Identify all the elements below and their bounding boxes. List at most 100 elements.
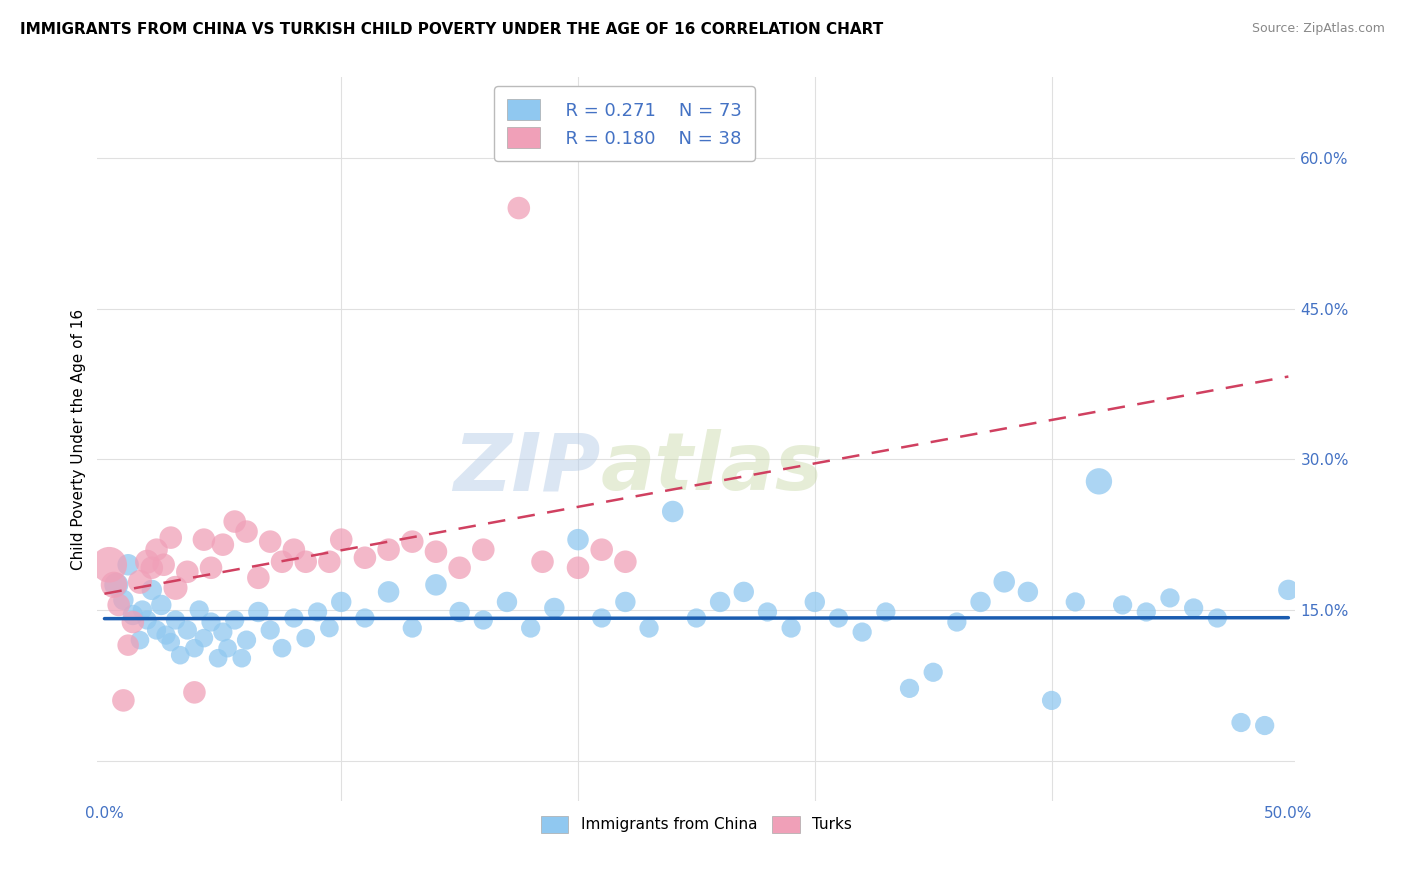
Point <box>519 621 541 635</box>
Text: atlas: atlas <box>600 429 824 507</box>
Point <box>1253 718 1275 732</box>
Point <box>200 561 222 575</box>
Point <box>1040 693 1063 707</box>
Point <box>231 651 253 665</box>
Point <box>117 558 139 572</box>
Point <box>211 538 233 552</box>
Point <box>614 595 637 609</box>
Point <box>141 561 163 575</box>
Point <box>354 550 377 565</box>
Point <box>211 625 233 640</box>
Point <box>496 595 519 609</box>
Point <box>591 542 613 557</box>
Point <box>155 628 177 642</box>
Point <box>224 613 246 627</box>
Point <box>247 571 270 585</box>
Point <box>193 631 215 645</box>
Point <box>112 693 135 707</box>
Point <box>283 611 305 625</box>
Point <box>141 582 163 597</box>
Point <box>449 561 471 575</box>
Point <box>122 607 145 622</box>
Text: Source: ZipAtlas.com: Source: ZipAtlas.com <box>1251 22 1385 36</box>
Point <box>271 555 294 569</box>
Point <box>193 533 215 547</box>
Point <box>472 542 495 557</box>
Point <box>638 621 661 635</box>
Point <box>112 593 135 607</box>
Point <box>307 605 329 619</box>
Point <box>318 621 340 635</box>
Point <box>851 625 873 640</box>
Point <box>235 633 257 648</box>
Point <box>176 565 198 579</box>
Point <box>1159 591 1181 605</box>
Point <box>709 595 731 609</box>
Point <box>152 558 174 572</box>
Point <box>827 611 849 625</box>
Text: IMMIGRANTS FROM CHINA VS TURKISH CHILD POVERTY UNDER THE AGE OF 16 CORRELATION C: IMMIGRANTS FROM CHINA VS TURKISH CHILD P… <box>20 22 883 37</box>
Point <box>1277 582 1299 597</box>
Point <box>188 603 211 617</box>
Point <box>449 605 471 619</box>
Point <box>294 555 316 569</box>
Point <box>200 615 222 629</box>
Point <box>145 623 167 637</box>
Point <box>103 578 125 592</box>
Point <box>377 542 399 557</box>
Point <box>377 585 399 599</box>
Point <box>1088 475 1111 489</box>
Point <box>685 611 707 625</box>
Point <box>354 611 377 625</box>
Point <box>969 595 991 609</box>
Point <box>1017 585 1039 599</box>
Point <box>294 631 316 645</box>
Point <box>159 531 181 545</box>
Point <box>122 615 145 629</box>
Point <box>780 621 803 635</box>
Point <box>165 581 187 595</box>
Point <box>150 598 173 612</box>
Point <box>756 605 779 619</box>
Point <box>165 613 187 627</box>
Point <box>271 641 294 656</box>
Point <box>183 685 205 699</box>
Point <box>472 613 495 627</box>
Point <box>425 544 447 558</box>
Point <box>661 504 683 518</box>
Point <box>129 633 152 648</box>
Point <box>993 574 1015 589</box>
Point <box>567 561 589 575</box>
Point <box>136 555 159 569</box>
Point <box>614 555 637 569</box>
Point <box>117 638 139 652</box>
Point <box>247 605 270 619</box>
Point <box>1206 611 1229 625</box>
Point <box>129 574 152 589</box>
Point <box>235 524 257 539</box>
Point <box>145 542 167 557</box>
Point <box>425 578 447 592</box>
Point <box>330 595 353 609</box>
Point <box>259 534 281 549</box>
Point <box>183 641 205 656</box>
Point <box>107 598 129 612</box>
Point <box>1182 601 1205 615</box>
Point <box>401 534 423 549</box>
Point <box>898 681 921 696</box>
Point <box>169 648 191 663</box>
Point <box>922 665 945 680</box>
Point <box>224 515 246 529</box>
Point <box>330 533 353 547</box>
Point <box>875 605 897 619</box>
Point <box>159 635 181 649</box>
Point <box>508 201 530 215</box>
Point <box>283 542 305 557</box>
Point <box>217 641 239 656</box>
Text: ZIP: ZIP <box>453 429 600 507</box>
Point <box>259 623 281 637</box>
Point <box>1064 595 1087 609</box>
Point <box>136 613 159 627</box>
Point <box>131 603 153 617</box>
Point <box>207 651 229 665</box>
